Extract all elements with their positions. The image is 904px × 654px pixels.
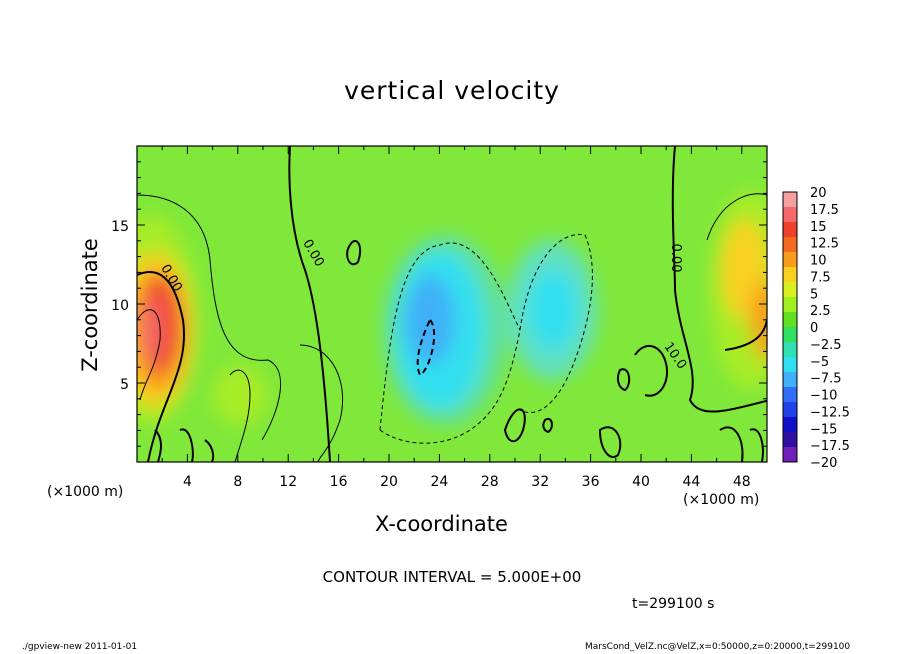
footer-left: ./gpview-new 2011-01-01	[22, 642, 138, 652]
time-label: t=299100 s	[632, 596, 715, 612]
colorbar-swatch	[783, 327, 797, 343]
colorbar-swatch	[783, 267, 797, 283]
colorbar-label: 0	[810, 321, 818, 336]
colorbar-label: −2.5	[810, 338, 842, 353]
colorbar-label: 17.5	[810, 203, 839, 218]
colorbar-label: −5	[810, 355, 829, 370]
contour-label: 0.00	[668, 244, 683, 273]
colorbar-swatch	[783, 372, 797, 388]
colorbar-swatch	[783, 387, 797, 403]
colorbar-label: −10	[810, 389, 837, 404]
x-tick-label: 48	[733, 474, 751, 490]
colorbar-swatch	[783, 282, 797, 298]
x-unit-right: (×1000 m)	[683, 492, 760, 508]
y-axis: 5 10 15	[111, 161, 767, 447]
footer-right: MarsCond_VelZ.nc@VelZ,x=0:50000,z=0:2000…	[585, 642, 851, 652]
colorbar-swatch	[783, 252, 797, 268]
colorbar-label: 10	[810, 254, 827, 269]
x-tick-label: 20	[380, 474, 398, 490]
colorbar-swatch	[783, 402, 797, 418]
x-tick-label: 16	[330, 474, 348, 490]
x-axis: 4 8 12 16 20 24 28 32 36 40 44 48	[161, 146, 751, 490]
colorbar-swatch	[783, 237, 797, 253]
colorbar-label: −17.5	[810, 439, 850, 454]
chart-title: vertical velocity	[344, 76, 560, 105]
colorbar-label: 7.5	[810, 270, 831, 285]
x-tick-label: 44	[682, 474, 700, 490]
y-axis-label: Z-coordinate	[78, 238, 102, 372]
colorbar-label: 20	[810, 186, 827, 201]
x-tick-label: 4	[183, 474, 192, 490]
y-tick-label: 5	[120, 377, 129, 393]
contour-lines	[137, 146, 767, 462]
colorbar-swatch	[783, 312, 797, 328]
colorbar-swatch	[783, 342, 797, 358]
colorbar-swatch	[783, 297, 797, 313]
colorbar-swatch	[783, 192, 797, 208]
x-tick-label: 40	[632, 474, 650, 490]
x-unit-left: (×1000 m)	[47, 484, 124, 500]
x-axis-label: X-coordinate	[375, 512, 508, 536]
colorbar-swatch	[783, 447, 797, 463]
colorbar-label: −7.5	[810, 372, 842, 387]
colorbar: 20 17.5 15 12.5 107.5 5 2.5 0 −2.5 −5 −7.5 −10−12.5…	[782, 186, 850, 471]
colorbar-label: 15	[810, 220, 827, 235]
colorbar-label: −15	[810, 422, 837, 437]
y-tick-label: 10	[111, 298, 129, 314]
colorbar-swatch	[783, 432, 797, 448]
contour-interval-text: CONTOUR INTERVAL = 5.000E+00	[322, 568, 582, 586]
x-tick-label: 36	[582, 474, 600, 490]
colorbar-label: 5	[810, 287, 818, 302]
x-tick-label: 28	[481, 474, 499, 490]
y-tick-label: 15	[111, 219, 129, 235]
colorbar-label: 12.5	[810, 237, 839, 252]
colorbar-label: −20	[810, 456, 837, 471]
colorbar-swatch	[783, 357, 797, 373]
x-tick-label: 32	[531, 474, 549, 490]
colorbar-frame	[782, 191, 798, 463]
colorbar-swatch	[783, 207, 797, 223]
colorbar-label: 2.5	[810, 304, 831, 319]
colorbar-swatch	[783, 222, 797, 238]
x-tick-label: 8	[233, 474, 242, 490]
colorbar-swatch	[783, 417, 797, 433]
x-tick-label: 12	[279, 474, 297, 490]
colorbar-label: −12.5	[810, 405, 850, 420]
x-tick-label: 24	[430, 474, 448, 490]
